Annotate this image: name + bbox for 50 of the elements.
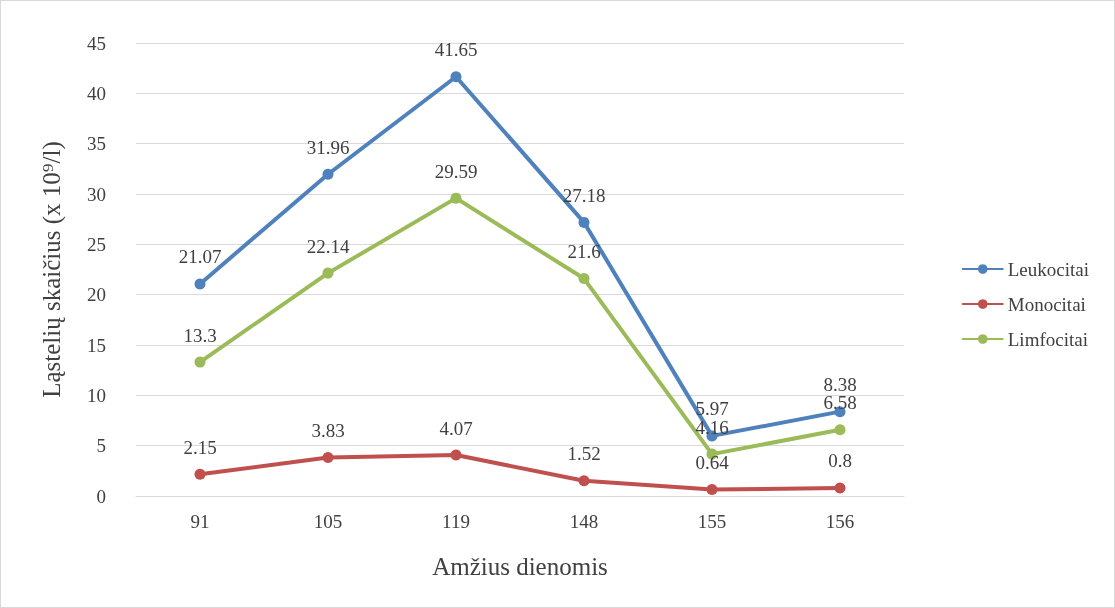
data-label: 27.18 [562, 184, 606, 206]
y-tick-label: 10 [87, 384, 106, 406]
legend-label: Leukocitai [1007, 258, 1090, 280]
point [322, 451, 334, 463]
point [834, 482, 846, 494]
data-label: 13.3 [183, 324, 217, 346]
point [194, 278, 206, 290]
x-tick-label: 91 [190, 511, 210, 532]
point [194, 468, 206, 480]
data-label: 1.52 [567, 443, 601, 465]
point [450, 192, 462, 204]
data-label: 3.83 [311, 419, 345, 441]
data-label: 2.15 [183, 436, 217, 458]
x-tick-label: 119 [442, 511, 470, 532]
data-label: 31.96 [306, 136, 350, 158]
data-label: 4.07 [439, 417, 473, 439]
point [578, 273, 590, 285]
point [706, 484, 718, 496]
x-tick-label: 155 [697, 511, 727, 532]
point [322, 267, 334, 279]
data-label: 21.6 [567, 241, 601, 263]
point [578, 216, 590, 228]
y-tick-label: 45 [87, 32, 106, 54]
y-tick-label: 5 [96, 435, 106, 457]
y-tick-label: 20 [87, 284, 106, 306]
legend-label: Monocitai [1007, 293, 1086, 315]
point [450, 449, 462, 461]
y-tick-label: 25 [87, 233, 106, 255]
data-label: 22.14 [306, 235, 350, 257]
x-axis-title: Amžius dienomis [432, 553, 608, 580]
point [322, 168, 334, 180]
x-tick-label: 148 [569, 511, 599, 532]
point [194, 356, 206, 368]
data-label: 0.8 [828, 450, 852, 472]
y-axis-title: Ląstelių skaičius (x 10⁹/l) [38, 141, 66, 398]
y-tick-label: 15 [87, 334, 106, 356]
y-tick-label: 30 [87, 183, 106, 205]
x-tick-label: 105 [313, 511, 343, 532]
y-tick-label: 0 [96, 485, 106, 507]
point [450, 71, 462, 83]
data-label: 0.64 [695, 452, 730, 474]
data-label: 21.07 [178, 246, 222, 268]
legend-label: Limfocitai [1007, 328, 1088, 350]
data-label: 41.65 [434, 39, 478, 61]
point [578, 475, 590, 487]
x-tick-label: 156 [825, 511, 855, 532]
y-tick-label: 40 [87, 82, 106, 104]
point [834, 424, 846, 436]
data-label: 29.59 [434, 160, 478, 182]
y-tick-label: 35 [87, 133, 106, 155]
